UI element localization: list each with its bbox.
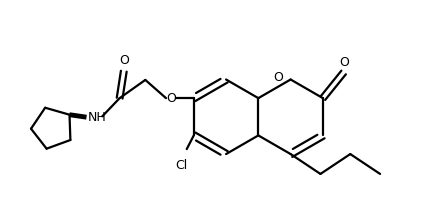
Text: NH: NH <box>87 111 106 124</box>
Text: O: O <box>339 56 349 69</box>
Text: O: O <box>166 92 176 105</box>
Text: O: O <box>119 54 129 67</box>
Text: Cl: Cl <box>175 159 187 172</box>
Text: O: O <box>273 71 283 84</box>
